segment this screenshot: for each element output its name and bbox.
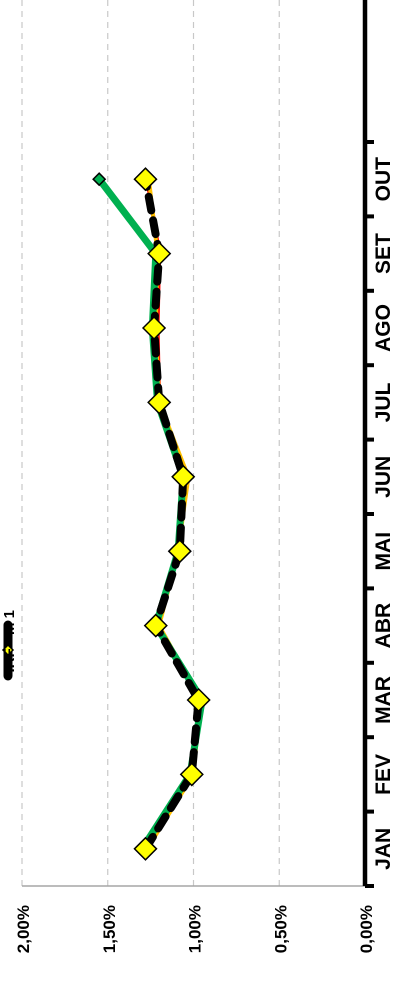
data-point: [147, 241, 172, 266]
data-point: [147, 390, 172, 415]
data-point: [133, 836, 158, 861]
gridlines: [21, 0, 280, 886]
category-label: AGO: [372, 304, 395, 352]
category-label: FEV: [372, 754, 395, 795]
data-markers: [92, 167, 211, 861]
series-lines: [95, 175, 206, 853]
y-tick-label: 1,00%: [186, 905, 205, 953]
data-point: [143, 613, 168, 638]
data-point: [171, 464, 196, 489]
category-label: JUL: [372, 382, 395, 422]
data-point: [133, 167, 158, 192]
data-point: [179, 762, 204, 787]
y-tick-label: 1,50%: [100, 905, 119, 953]
green-point: [92, 172, 107, 187]
category-label: JAN: [372, 828, 395, 870]
series-line: [95, 175, 206, 853]
data-point: [167, 539, 192, 564]
y-tick-label: 0,50%: [271, 905, 290, 953]
category-label: MAI: [372, 532, 395, 571]
legend-label: IRF - M 1: [1, 610, 18, 673]
legend: IRF - M 1: [1, 610, 18, 681]
category-label: SET: [372, 233, 395, 274]
y-tick-label: 0,00%: [357, 905, 376, 953]
data-point: [186, 687, 211, 713]
y-tick-label: 2,00%: [14, 905, 33, 953]
category-label: OUT: [372, 157, 395, 202]
category-label: MAR: [372, 676, 395, 724]
data-point: [141, 315, 167, 341]
legend-marker: [1, 643, 15, 657]
category-label: JUN: [372, 456, 395, 498]
axes: 0,00% 0,50% 1,00% 1,50% 2,00% JAN FEV MAR ABR MAI…: [14, 0, 395, 953]
series-line: [141, 175, 203, 853]
category-label: ABR: [372, 603, 395, 649]
